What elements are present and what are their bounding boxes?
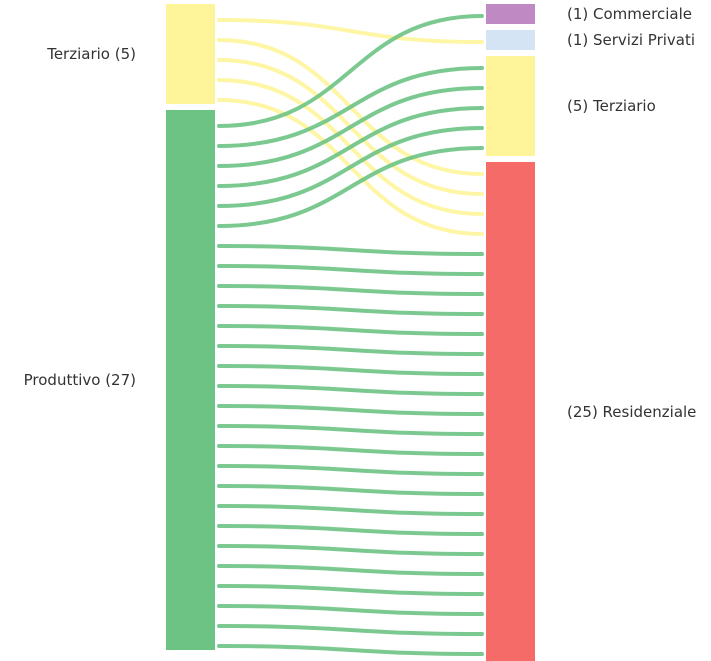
label-produttivo-27: Produttivo (27) — [23, 371, 136, 389]
link-produttivo-to-residenziale — [217, 244, 484, 256]
link-produttivo-to-residenziale — [217, 464, 484, 476]
link-produttivo-to-residenziale — [217, 284, 484, 296]
link-produttivo-to-residenziale — [217, 324, 484, 336]
node-1-commerciale — [486, 4, 535, 24]
link-produttivo-to-residenziale — [217, 544, 484, 556]
sankey-links — [217, 14, 484, 656]
link-produttivo-to-residenziale — [217, 304, 484, 316]
link-produttivo-to-residenziale — [217, 344, 484, 356]
link-produttivo-to-commerciale — [217, 14, 484, 128]
link-produttivo-to-residenziale — [217, 604, 484, 616]
link-produttivo-to-residenziale — [217, 564, 484, 576]
link-produttivo-to-terziario_dst — [217, 146, 484, 228]
node-25-residenziale — [486, 162, 535, 661]
link-produttivo-to-terziario_dst — [217, 66, 484, 148]
link-produttivo-to-residenziale — [217, 624, 484, 636]
label-5-terziario: (5) Terziario — [567, 97, 656, 115]
link-produttivo-to-residenziale — [217, 384, 484, 396]
link-produttivo-to-residenziale — [217, 424, 484, 436]
link-produttivo-to-residenziale — [217, 504, 484, 516]
node-terziario-5 — [166, 4, 215, 104]
label-terziario-5: Terziario (5) — [47, 45, 136, 63]
label-1-servizi-privati: (1) Servizi Privati — [567, 31, 696, 49]
link-produttivo-to-residenziale — [217, 584, 484, 596]
label-25-residenziale: (25) Residenziale — [567, 403, 697, 421]
link-terziario_src-to-servizi — [217, 18, 484, 44]
sankey-nodes — [166, 4, 535, 661]
link-produttivo-to-terziario_dst — [217, 86, 484, 168]
link-produttivo-to-terziario_dst — [217, 106, 484, 188]
link-produttivo-to-terziario_dst — [217, 126, 484, 208]
link-produttivo-to-residenziale — [217, 524, 484, 536]
link-produttivo-to-residenziale — [217, 404, 484, 416]
link-produttivo-to-residenziale — [217, 364, 484, 376]
link-produttivo-to-residenziale — [217, 484, 484, 496]
link-produttivo-to-residenziale — [217, 644, 484, 656]
label-1-commerciale: (1) Commerciale — [567, 5, 692, 23]
node-produttivo-27 — [166, 110, 215, 650]
link-produttivo-to-residenziale — [217, 444, 484, 456]
node-5-terziario — [486, 56, 535, 156]
node-1-servizi-privati — [486, 30, 535, 50]
link-produttivo-to-residenziale — [217, 264, 484, 276]
